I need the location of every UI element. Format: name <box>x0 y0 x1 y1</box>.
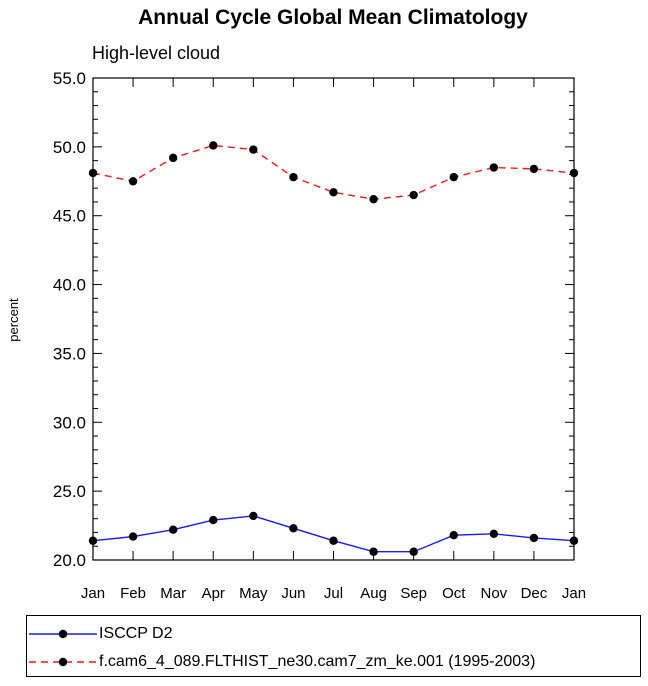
data-point <box>449 531 458 540</box>
data-point <box>289 172 298 182</box>
x-tick-label: Mar <box>160 585 186 602</box>
legend-item-model: f.cam6_4_089.FLTHIST_ne30.cam7_zm_ke.001… <box>27 649 640 675</box>
y-tick-label: 50.0 <box>53 138 86 157</box>
data-point <box>88 168 98 178</box>
series-line-0 <box>92 515 575 553</box>
x-tick-label: Nov <box>480 585 507 602</box>
x-tick-label: Feb <box>120 585 146 602</box>
series-lines <box>92 144 575 553</box>
axis-tick-labels: 20.0 25.0 30.0 35.0 40.0 45.0 50.0 55.0 Jan Feb Ma… <box>53 69 586 602</box>
data-point <box>569 536 579 545</box>
x-tick-label: Jul <box>324 585 343 602</box>
chart-title: Annual Cycle Global Mean Climatology <box>138 6 528 29</box>
y-tick-label: 55.0 <box>53 69 86 88</box>
data-point <box>329 536 338 545</box>
y-tick-label: 40.0 <box>53 276 86 295</box>
y-tick-label: 45.0 <box>53 207 86 226</box>
x-tick-label: Jun <box>281 585 305 602</box>
data-point <box>249 511 258 521</box>
data-point <box>249 145 258 154</box>
y-tick-label: 25.0 <box>53 482 86 501</box>
y-tick-label: 20.0 <box>53 551 86 570</box>
data-point <box>409 190 418 200</box>
data-point <box>128 532 138 541</box>
data-point <box>168 153 178 163</box>
legend-swatch-observed <box>29 629 97 639</box>
data-point <box>409 547 418 556</box>
data-point <box>529 164 539 174</box>
plot-frame <box>92 77 575 561</box>
data-point <box>329 188 338 197</box>
x-tick-label: Jan <box>562 585 586 602</box>
data-point <box>209 141 218 150</box>
legend-swatch-model <box>29 657 97 667</box>
legend-label-observed: ISCCP D2 <box>99 625 173 642</box>
data-point <box>529 533 539 543</box>
axis-ticks <box>92 77 575 561</box>
data-point <box>88 536 98 545</box>
x-tick-label: Jan <box>81 585 105 602</box>
legend: ISCCP D2 f.cam6_4_089.FLTHIST_ne30.cam7_… <box>26 615 641 677</box>
legend-item-observed: ISCCP D2 <box>27 621 640 647</box>
data-point <box>128 177 138 186</box>
x-tick-label: Apr <box>202 585 225 602</box>
data-point <box>369 194 378 204</box>
y-tick-label: 30.0 <box>53 413 86 432</box>
data-point <box>209 515 218 525</box>
chart-subtitle: High-level cloud <box>92 43 220 63</box>
data-point <box>489 163 499 172</box>
data-point <box>369 547 378 556</box>
data-point <box>289 524 298 533</box>
data-point <box>489 529 499 539</box>
chart-area: Annual Cycle Global Mean Climatology Hig… <box>6 6 586 602</box>
y-axis-label: percent <box>6 298 21 342</box>
data-point <box>168 525 178 534</box>
x-tick-label: Oct <box>442 585 466 602</box>
legend-label-model: f.cam6_4_089.FLTHIST_ne30.cam7_zm_ke.001… <box>99 653 536 670</box>
data-point <box>449 172 458 182</box>
x-tick-label: Sep <box>400 585 427 602</box>
data-point <box>569 168 579 178</box>
x-tick-label: Aug <box>360 585 387 602</box>
series-markers <box>88 141 579 556</box>
x-tick-label: Dec <box>521 585 548 602</box>
x-tick-label: May <box>239 585 268 602</box>
y-tick-label: 35.0 <box>53 344 86 363</box>
